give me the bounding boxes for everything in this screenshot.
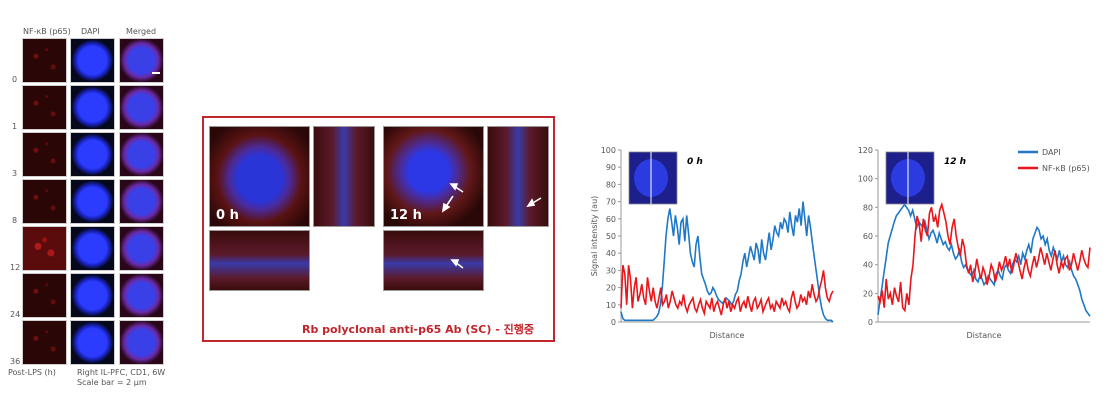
series-line-0 bbox=[620, 201, 834, 323]
row-label-3: 3 bbox=[12, 169, 18, 178]
header-dapi: DAPI bbox=[81, 27, 100, 36]
row-label-12: 12 bbox=[10, 263, 21, 272]
x-axis-label: Distance bbox=[710, 331, 745, 340]
y-tick-label-4: 40 bbox=[606, 249, 616, 258]
confocal-image-0h-bottom bbox=[209, 230, 310, 291]
inset-label: 12 h bbox=[944, 157, 966, 167]
inset-label: 0 h bbox=[687, 157, 703, 167]
confocal-panel-frame bbox=[202, 116, 555, 342]
footnote-region: Right IL-PFC, CD1, 6W bbox=[77, 368, 166, 377]
y-tick-label-7: 70 bbox=[606, 198, 616, 207]
legend-label-0: DAPI bbox=[1042, 148, 1061, 157]
y-tick-label-1: 20 bbox=[863, 289, 873, 298]
tile-dapi-row3 bbox=[70, 179, 115, 224]
y-tick-label-2: 20 bbox=[606, 284, 616, 293]
y-tick-label-4: 80 bbox=[863, 203, 873, 212]
tile-dapi-row5 bbox=[70, 273, 115, 318]
tile-dapi-row2 bbox=[70, 132, 115, 177]
tile-dapi-row6 bbox=[70, 320, 115, 365]
confocal-image-12h-xy bbox=[383, 126, 484, 227]
tile-dapi-row4 bbox=[70, 226, 115, 271]
y-tick-label-5: 50 bbox=[606, 232, 616, 241]
x-axis-label: Distance bbox=[967, 331, 1002, 340]
y-axis-label: Signal intensity (au) bbox=[590, 196, 599, 277]
chart-0h: 0 10 20 30 40 50 60 70 80 90 100 Signal intensity (… bbox=[590, 146, 834, 340]
panel-caption: Rb polyclonal anti-p65 Ab (SC) - 진행중 bbox=[302, 323, 534, 336]
y-tick-label-6: 120 bbox=[858, 146, 873, 155]
tile-nfkb-row2 bbox=[22, 132, 67, 177]
tile-merged-row3 bbox=[119, 179, 164, 224]
tile-nfkb-row5 bbox=[22, 273, 67, 318]
header-merged: Merged bbox=[126, 27, 157, 36]
arrow-overlay bbox=[441, 183, 542, 269]
series-line-1 bbox=[620, 265, 834, 317]
y-tick-label-9: 90 bbox=[606, 163, 616, 172]
tile-merged-row0 bbox=[119, 38, 164, 83]
scale-bar bbox=[152, 72, 160, 74]
tile-merged-row5 bbox=[119, 273, 164, 318]
arrowhead-icon-2 bbox=[441, 202, 451, 213]
arrowhead-icon-1 bbox=[449, 183, 459, 191]
tile-nfkb-row6 bbox=[22, 320, 67, 365]
y-tick-label-5: 100 bbox=[858, 175, 873, 184]
tile-merged-row2 bbox=[119, 132, 164, 177]
series-line-1 bbox=[877, 201, 1091, 313]
tile-nfkb-row1 bbox=[22, 85, 67, 130]
legend-label-1: NF-κB (p65) bbox=[1042, 164, 1090, 173]
y-tick-label-3: 60 bbox=[863, 232, 873, 241]
y-tick-label-0: 0 bbox=[611, 318, 616, 327]
arrowhead-icon-4 bbox=[450, 259, 460, 267]
image-label-0h: 0 h bbox=[216, 208, 239, 223]
header-nfkb: NF-κB (p65) bbox=[23, 27, 71, 36]
tile-merged-row6 bbox=[119, 320, 164, 365]
tile-nfkb-row3 bbox=[22, 179, 67, 224]
y-tick-label-6: 60 bbox=[606, 215, 616, 224]
row-label-24: 24 bbox=[10, 310, 21, 319]
post-lps-axis-label: Post-LPS (h) bbox=[8, 368, 56, 377]
confocal-image-0h-side bbox=[313, 126, 375, 227]
tile-nfkb-row4 bbox=[22, 226, 67, 271]
tile-merged-row4 bbox=[119, 226, 164, 271]
confocal-image-12h-side bbox=[487, 126, 549, 227]
arrowhead-icon-3 bbox=[526, 198, 536, 208]
image-label-12h: 12 h bbox=[390, 208, 422, 223]
tile-dapi-row1 bbox=[70, 85, 115, 130]
tile-nfkb-row0 bbox=[22, 38, 67, 83]
y-tick-label-1: 10 bbox=[606, 301, 616, 310]
y-tick-label-2: 40 bbox=[863, 261, 873, 270]
confocal-image-0h-xy bbox=[209, 126, 310, 227]
y-tick-label-10: 100 bbox=[601, 146, 616, 155]
row-label-1: 1 bbox=[12, 122, 18, 131]
row-label-0: 0 bbox=[12, 75, 18, 84]
y-tick-label-3: 30 bbox=[606, 266, 616, 275]
row-label-8: 8 bbox=[12, 216, 18, 225]
footnote-scale-bar: Scale bar = 2 μm bbox=[77, 378, 147, 387]
chart-12h: 0 20 40 60 80 100 120 Distance 12 h DAPI NF-κB (p6… bbox=[858, 146, 1091, 340]
tile-dapi-row0 bbox=[70, 38, 115, 83]
row-label-36: 36 bbox=[10, 357, 21, 366]
y-tick-label-8: 80 bbox=[606, 180, 616, 189]
y-tick-label-0: 0 bbox=[868, 318, 873, 327]
confocal-image-12h-bottom bbox=[383, 230, 484, 291]
tile-merged-row1 bbox=[119, 85, 164, 130]
